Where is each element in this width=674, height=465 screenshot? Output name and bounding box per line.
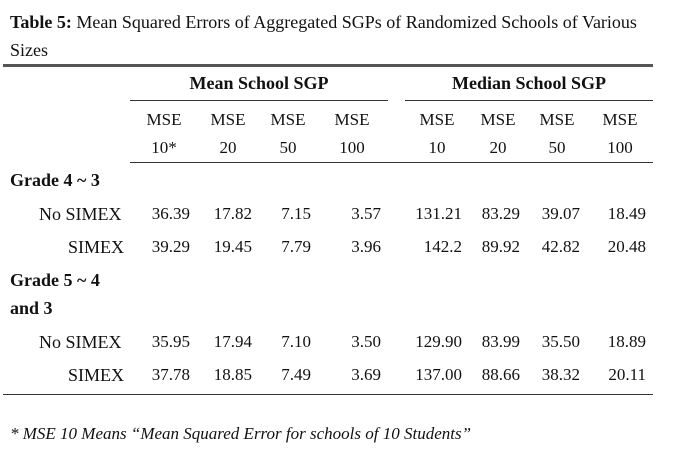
table-cell: 36.39 (151, 204, 190, 223)
col-header-median-4: MSE 100 (602, 110, 638, 157)
table-cell: 3.96 (351, 237, 381, 256)
table-cell: 20.11 (608, 365, 646, 384)
bottom-rule (3, 394, 653, 395)
table-cell: 19.45 (213, 237, 252, 256)
header-rule (130, 162, 653, 163)
top-rule (3, 64, 653, 67)
table-label: Table 5: (10, 12, 72, 32)
table-footnote: * MSE 10 Means “Mean Squared Error for s… (10, 424, 472, 443)
col-header-mean-2: MSE 20 (210, 110, 246, 157)
table-cell: 83.99 (481, 332, 520, 351)
col-header-median-1: MSE 10 (419, 110, 455, 157)
row-label: No SIMEX (39, 204, 122, 224)
table-cell: 38.32 (541, 365, 580, 384)
table-cell: 7.49 (281, 365, 311, 384)
table-cell: 17.82 (213, 204, 252, 223)
table-cell: 42.82 (541, 237, 580, 256)
row-label: SIMEX (68, 365, 125, 385)
col-header-median-3: MSE 50 (539, 110, 575, 157)
table-cell: 129.90 (415, 332, 462, 351)
group-header-median: Median School SGP (451, 73, 607, 93)
col-header-mean-4: MSE 100 (334, 110, 370, 157)
section-label-grade5: Grade 5 ~ 4 and 3 (10, 270, 100, 318)
table-cell: 89.92 (481, 237, 520, 256)
table-cell: 3.69 (351, 365, 381, 384)
table-cell: 3.57 (351, 204, 381, 223)
table-cell: 7.79 (281, 237, 311, 256)
col-header-mean-1: MSE 10* (146, 110, 182, 157)
table-cell: 35.50 (541, 332, 580, 351)
table-cell: 37.78 (151, 365, 190, 384)
section-label-grade4: Grade 4 ~ 3 (10, 170, 100, 190)
table-cell: 18.85 (213, 365, 252, 384)
table-cell: 131.21 (415, 204, 462, 223)
table-cell: 88.66 (481, 365, 520, 384)
table-cell: 39.07 (541, 204, 580, 223)
table-cell: 20.48 (607, 237, 646, 256)
row-label: SIMEX (68, 237, 125, 257)
table-cell: 137.00 (415, 365, 462, 384)
row-label: No SIMEX (39, 332, 122, 352)
group-header-mean: Mean School SGP (189, 73, 329, 93)
table-cell: 39.29 (151, 237, 190, 256)
col-header-mean-3: MSE 50 (270, 110, 306, 157)
table-cell: 142.2 (423, 237, 462, 256)
table-cell: 83.29 (481, 204, 520, 223)
table-cell: 7.15 (281, 204, 311, 223)
table-caption: Table 5: Mean Squared Errors of Aggregat… (10, 8, 660, 64)
table-cell: 18.49 (607, 204, 646, 223)
group-underline-mean (130, 100, 388, 101)
table-cell: 3.50 (351, 332, 381, 351)
group-underline-median (405, 100, 653, 101)
table-title: Mean Squared Errors of Aggregated SGPs o… (10, 12, 637, 60)
col-header-median-2: MSE 20 (480, 110, 516, 157)
table-cell: 17.94 (213, 332, 252, 351)
table-cell: 35.95 (151, 332, 190, 351)
table-cell: 18.89 (607, 332, 646, 351)
table-cell: 7.10 (281, 332, 311, 351)
